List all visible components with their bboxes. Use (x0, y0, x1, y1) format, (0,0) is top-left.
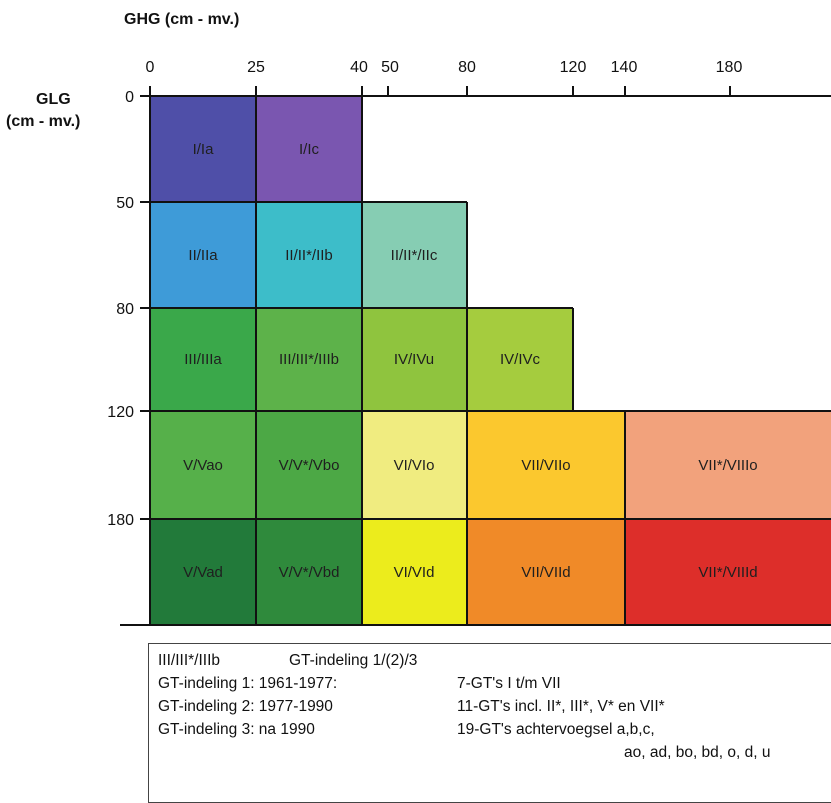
x-tick-label: 40 (350, 59, 368, 76)
legend-example-meaning: GT-indeling 1/(2)/3 (289, 652, 418, 669)
y-tick-label: 80 (116, 301, 134, 318)
gt-cell-v-vbd (256, 519, 362, 625)
cell-label-vii-viiid: VII*/VIIId (698, 564, 757, 581)
cell-label-iv-ivu: IV/IVu (394, 351, 434, 368)
gt-cell-v-vao (150, 411, 256, 519)
x-axis-title: GHG (cm - mv.) (124, 11, 239, 28)
cell-label-vii-viid: VII/VIId (521, 564, 570, 581)
cell-label-ii-iic: II/II*/IIc (391, 247, 438, 264)
gt-cell-grid (150, 96, 831, 625)
x-tick-label: 120 (560, 59, 587, 76)
gt-cell-iii-iiib (256, 308, 362, 411)
gt-cell-ii-iib (256, 202, 362, 308)
cell-label-vii-viiio: VII*/VIIIo (698, 457, 757, 474)
x-axis: 0 25 40 50 80 120 140 180 (146, 59, 831, 97)
cell-label-i-ia: I/Ia (193, 141, 215, 158)
gt-cell-labels: I/Ia I/Ic II/IIa II/II*/IIb II/II*/IIc I… (183, 141, 757, 581)
legend-example-code: III/III*/IIIb (158, 652, 221, 669)
cell-label-vi-vio: VI/VIo (394, 457, 435, 474)
gt-cell-ii-iic (362, 202, 467, 308)
y-axis: 0 50 80 120 180 (107, 89, 831, 626)
gt-cell-i-ia (150, 96, 256, 202)
gt-cell-vii-viio (467, 411, 625, 519)
cell-label-i-ic: I/Ic (299, 141, 320, 158)
cell-label-v-vbd: V/V*/Vbd (279, 564, 340, 581)
x-tick-label: 25 (247, 59, 265, 76)
x-tick-label: 0 (146, 59, 155, 76)
legend-box: III/III*/IIIb GT-indeling 1/(2)/3 GT-ind… (148, 643, 831, 803)
legend-indeling-1: GT-indeling 1: 1961-1977: (158, 675, 338, 692)
cell-label-iv-ivc: IV/IVc (500, 351, 541, 368)
gt-cell-vii-viiid (625, 519, 831, 625)
cell-label-vii-viio: VII/VIIo (521, 457, 570, 474)
gt-cell-iv-ivu (362, 308, 467, 411)
y-tick-label: 50 (116, 195, 134, 212)
cell-label-iii-iiia: III/IIIa (184, 351, 222, 368)
cell-label-v-vad: V/Vad (183, 564, 223, 581)
y-tick-label: 180 (107, 512, 134, 529)
legend-indeling-3-desc: 19-GT's achtervoegsel a,b,c, (457, 721, 655, 738)
legend-indeling-3-suffixes: ao, ad, bo, bd, o, d, u (624, 744, 771, 761)
gt-cell-vi-vio (362, 411, 467, 519)
cell-label-v-vao: V/Vao (183, 457, 223, 474)
x-tick-label: 180 (716, 59, 743, 76)
x-tick-label: 80 (458, 59, 476, 76)
gt-cell-vii-viid (467, 519, 625, 625)
legend-indeling-2: GT-indeling 2: 1977-1990 (158, 698, 333, 715)
cell-label-iii-iiib: III/III*/IIIb (279, 351, 339, 368)
cell-label-vi-vid: VI/VId (394, 564, 435, 581)
gt-cell-ii-iia (150, 202, 256, 308)
cell-label-v-vbo: V/V*/Vbo (279, 457, 340, 474)
gt-cell-i-ic (256, 96, 362, 202)
x-tick-label: 50 (381, 59, 399, 76)
gt-cell-iv-ivc (467, 308, 573, 411)
gt-cell-vii-viiio (625, 411, 831, 519)
gt-cell-borders (150, 96, 831, 625)
gt-cell-v-vbo (256, 411, 362, 519)
gt-cell-vi-vid (362, 519, 467, 625)
y-tick-label: 0 (125, 89, 134, 106)
y-axis-title: GLG (36, 91, 71, 108)
y-tick-label: 120 (107, 404, 134, 421)
y-axis-title-unit: (cm - mv.) (6, 113, 80, 130)
cell-label-ii-iia: II/IIa (188, 247, 218, 264)
gt-cell-iii-iiia (150, 308, 256, 411)
legend-indeling-3: GT-indeling 3: na 1990 (158, 721, 315, 738)
legend-indeling-1-desc: 7-GT's I t/m VII (457, 675, 561, 692)
x-tick-label: 140 (611, 59, 638, 76)
gt-cell-v-vad (150, 519, 256, 625)
legend-indeling-2-desc: 11-GT's incl. II*, III*, V* en VII* (457, 698, 665, 715)
cell-label-ii-iib: II/II*/IIb (285, 247, 333, 264)
